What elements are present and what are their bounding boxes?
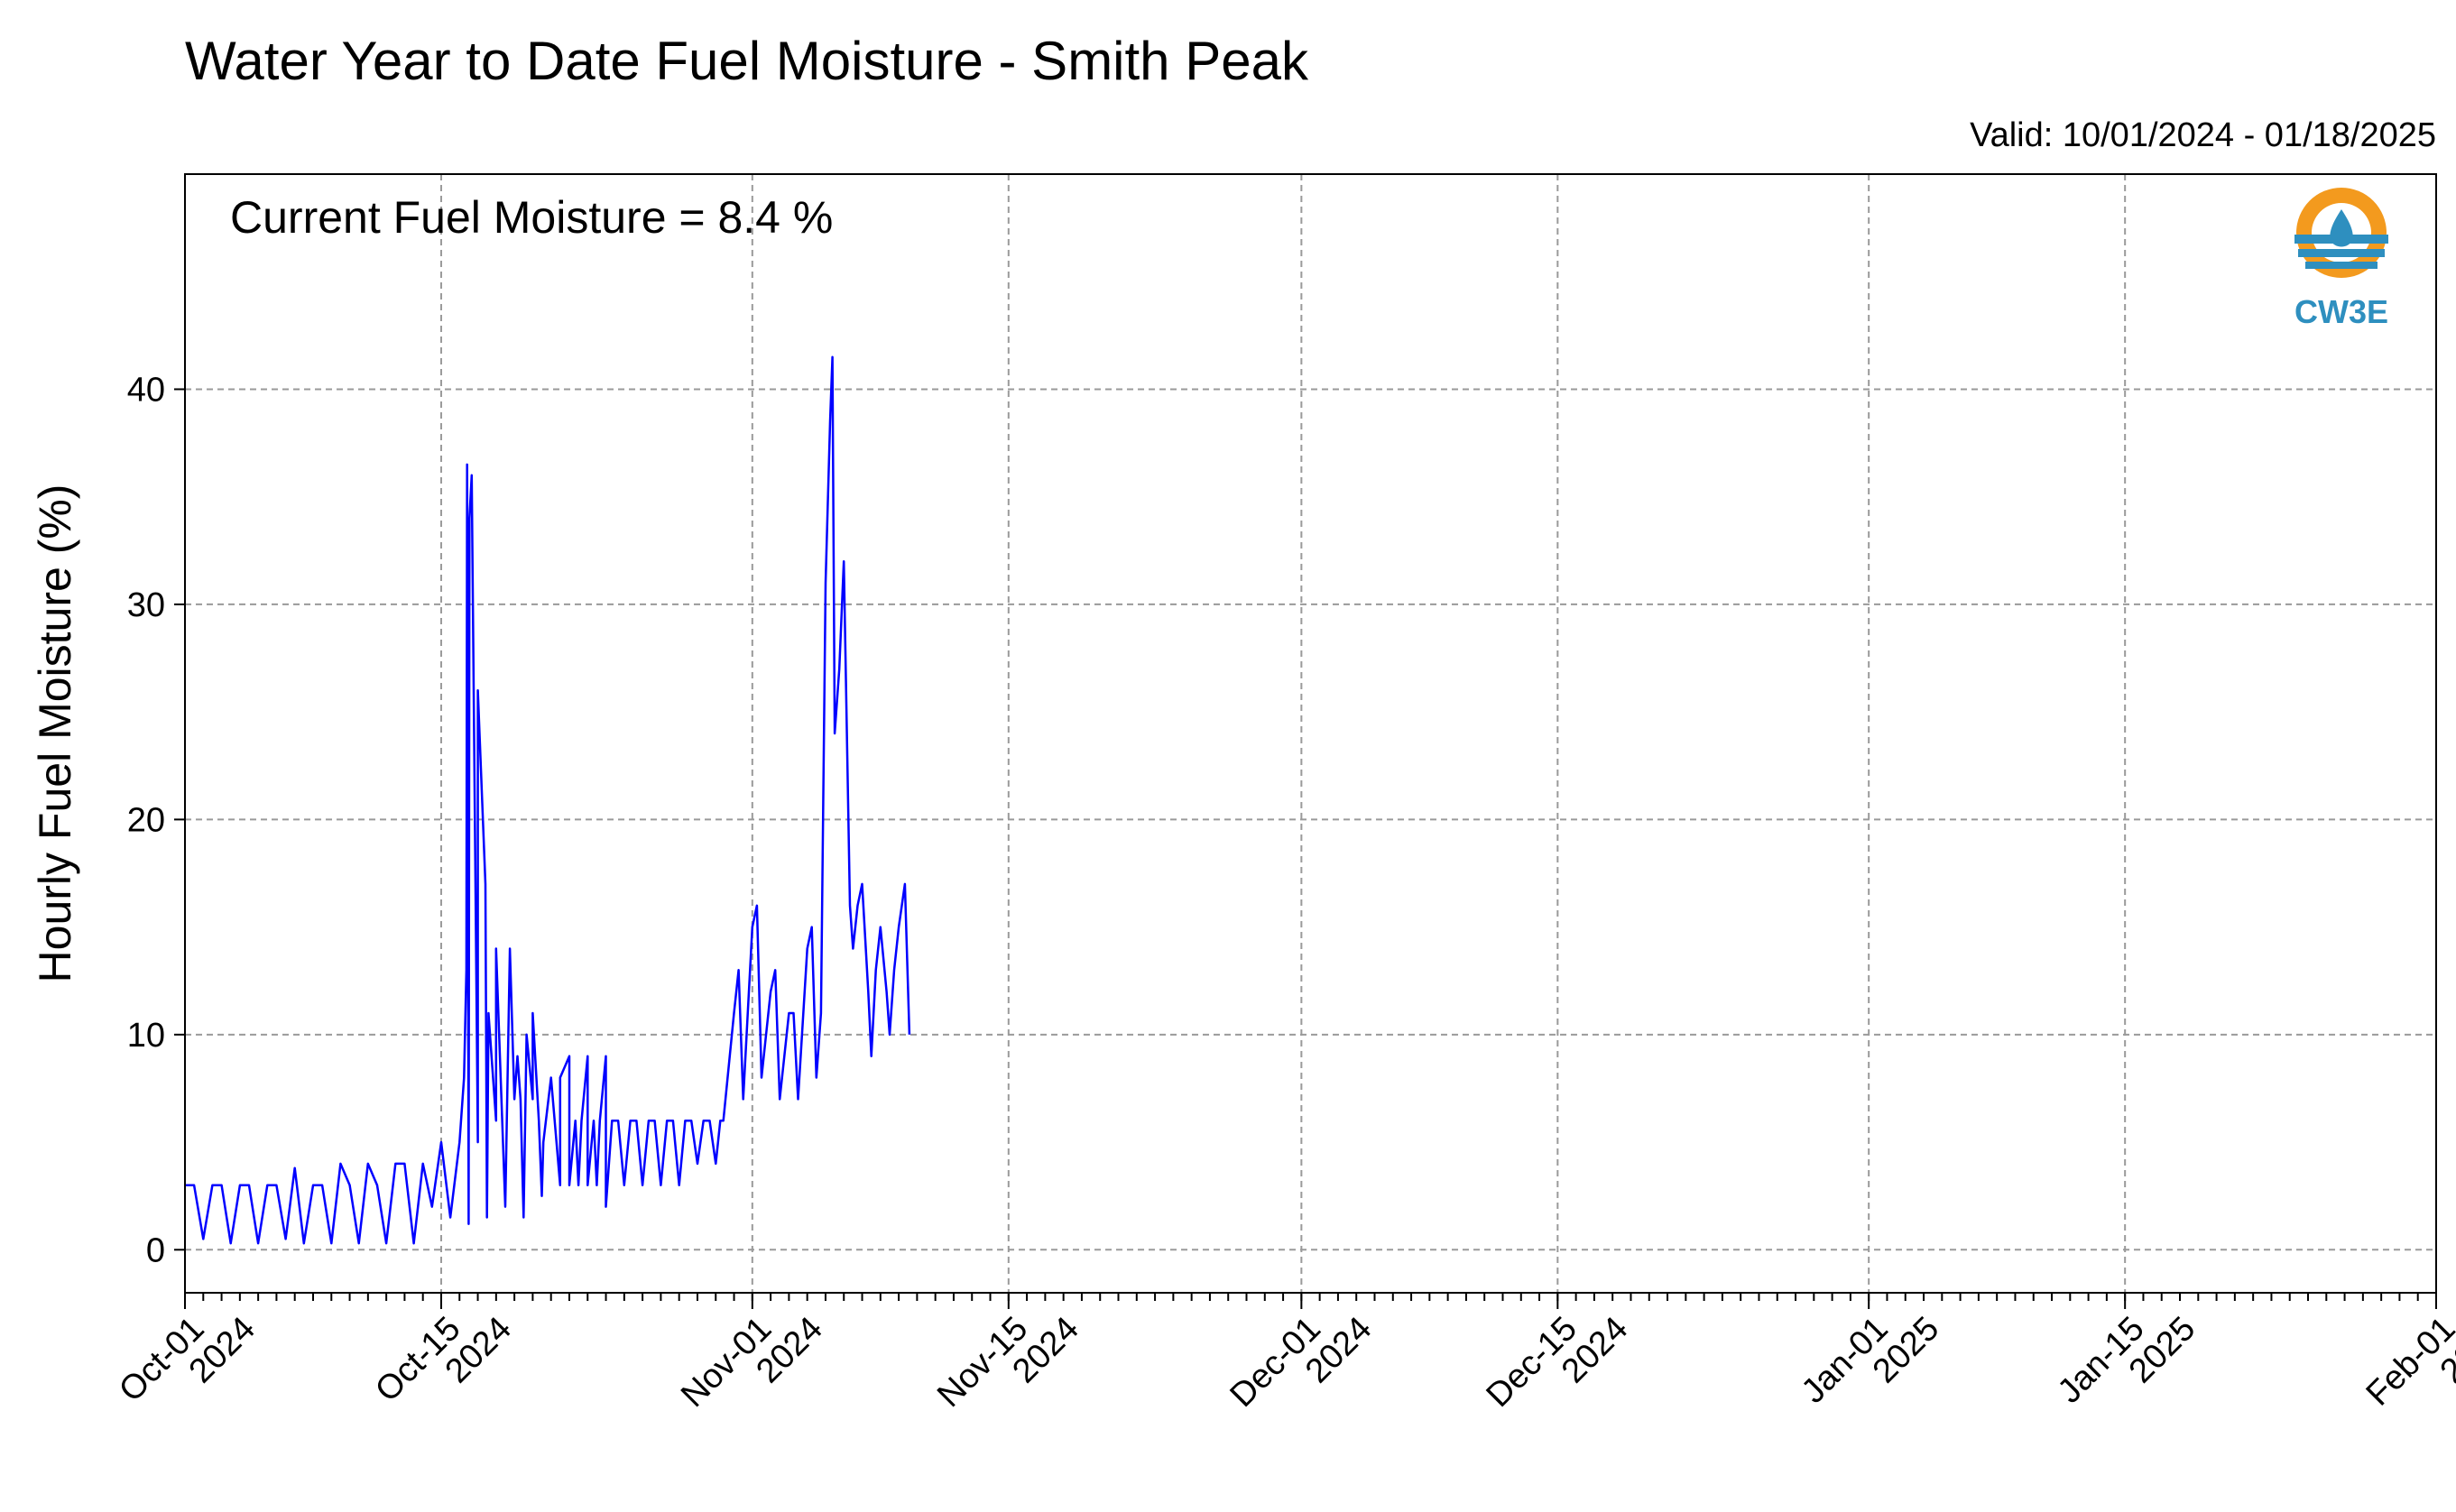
water-drop-icon [2330,209,2353,247]
logo-wave-2 [2298,249,2385,257]
y-tick-label: 40 [127,371,165,409]
logo-wave-3 [2305,262,2378,269]
y-tick-label: 10 [127,1017,165,1055]
fuel-moisture-line [185,355,911,1245]
chart-title: Water Year to Date Fuel Moisture - Smith… [185,31,1309,91]
y-tick-label: 20 [127,801,165,839]
current-fuel-moisture: Current Fuel Moisture = 8.4 % [230,192,833,243]
y-tick-label: 0 [146,1231,165,1269]
cw3e-logo: CW3E [2294,188,2388,330]
logo-text: CW3E [2294,293,2388,330]
series-layer [185,355,911,1245]
plot-frame [184,173,2437,1294]
y-tick-label: 30 [127,586,165,624]
y-axis-label: Hourly Fuel Moisture (%) [30,484,80,983]
grid-lines [185,174,2436,1293]
valid-date-range: Valid: 10/01/2024 - 01/18/2025 [1970,116,2436,154]
